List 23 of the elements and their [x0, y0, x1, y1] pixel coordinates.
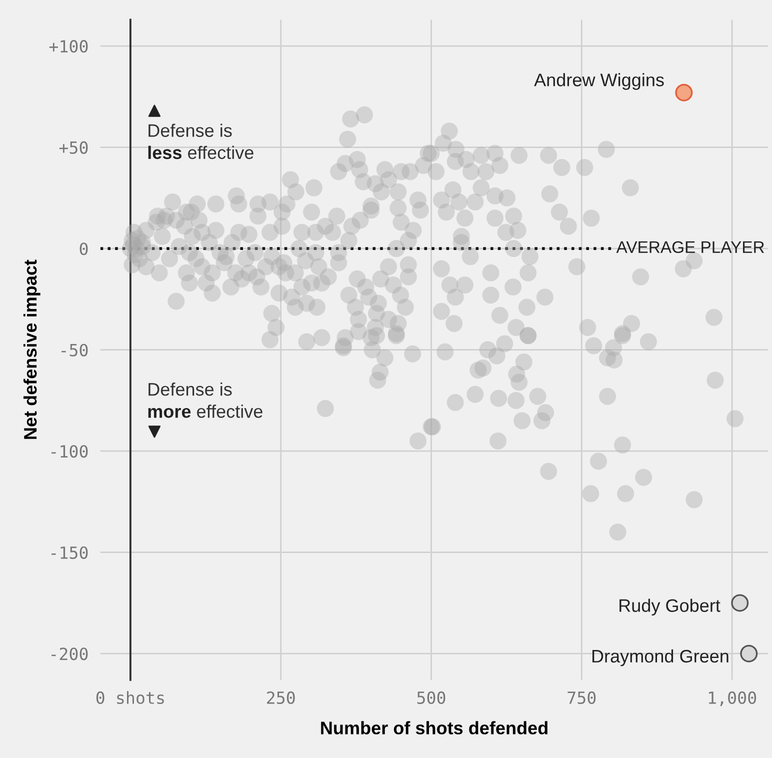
- x-tick-label: 500: [417, 691, 446, 704]
- x-axis-title: Number of shots defended: [321, 721, 548, 734]
- point: [675, 84, 693, 102]
- ref-line-label: AVERAGE PLAYER: [616, 241, 764, 254]
- series-label: Rudy Gobert: [620, 598, 720, 616]
- y-tick-label: 0: [80, 242, 88, 256]
- series-label: Andrew Wiggins: [534, 73, 664, 90]
- y-tick-label: -100: [52, 445, 88, 458]
- y-tick-label: +50: [59, 141, 88, 154]
- y-tick-label: -50: [62, 344, 88, 356]
- point: [740, 644, 758, 662]
- x-tick-label: 0 shots: [96, 691, 164, 704]
- x-tick-label: 250: [267, 691, 295, 704]
- point: [731, 594, 749, 612]
- x-tick-label: 750: [568, 691, 596, 704]
- y-tick-label: -200: [52, 648, 88, 660]
- x-tick-label: 1,000: [708, 691, 756, 706]
- y-axis-title: Net defensive impact: [23, 260, 40, 439]
- annotation: Defense is more effective: [148, 382, 262, 418]
- y-tick-label: +100: [49, 40, 88, 53]
- annotation: Defense is less effective: [148, 124, 254, 160]
- series-label: Draymond Green: [592, 649, 728, 666]
- y-tick-label: -150: [52, 546, 88, 559]
